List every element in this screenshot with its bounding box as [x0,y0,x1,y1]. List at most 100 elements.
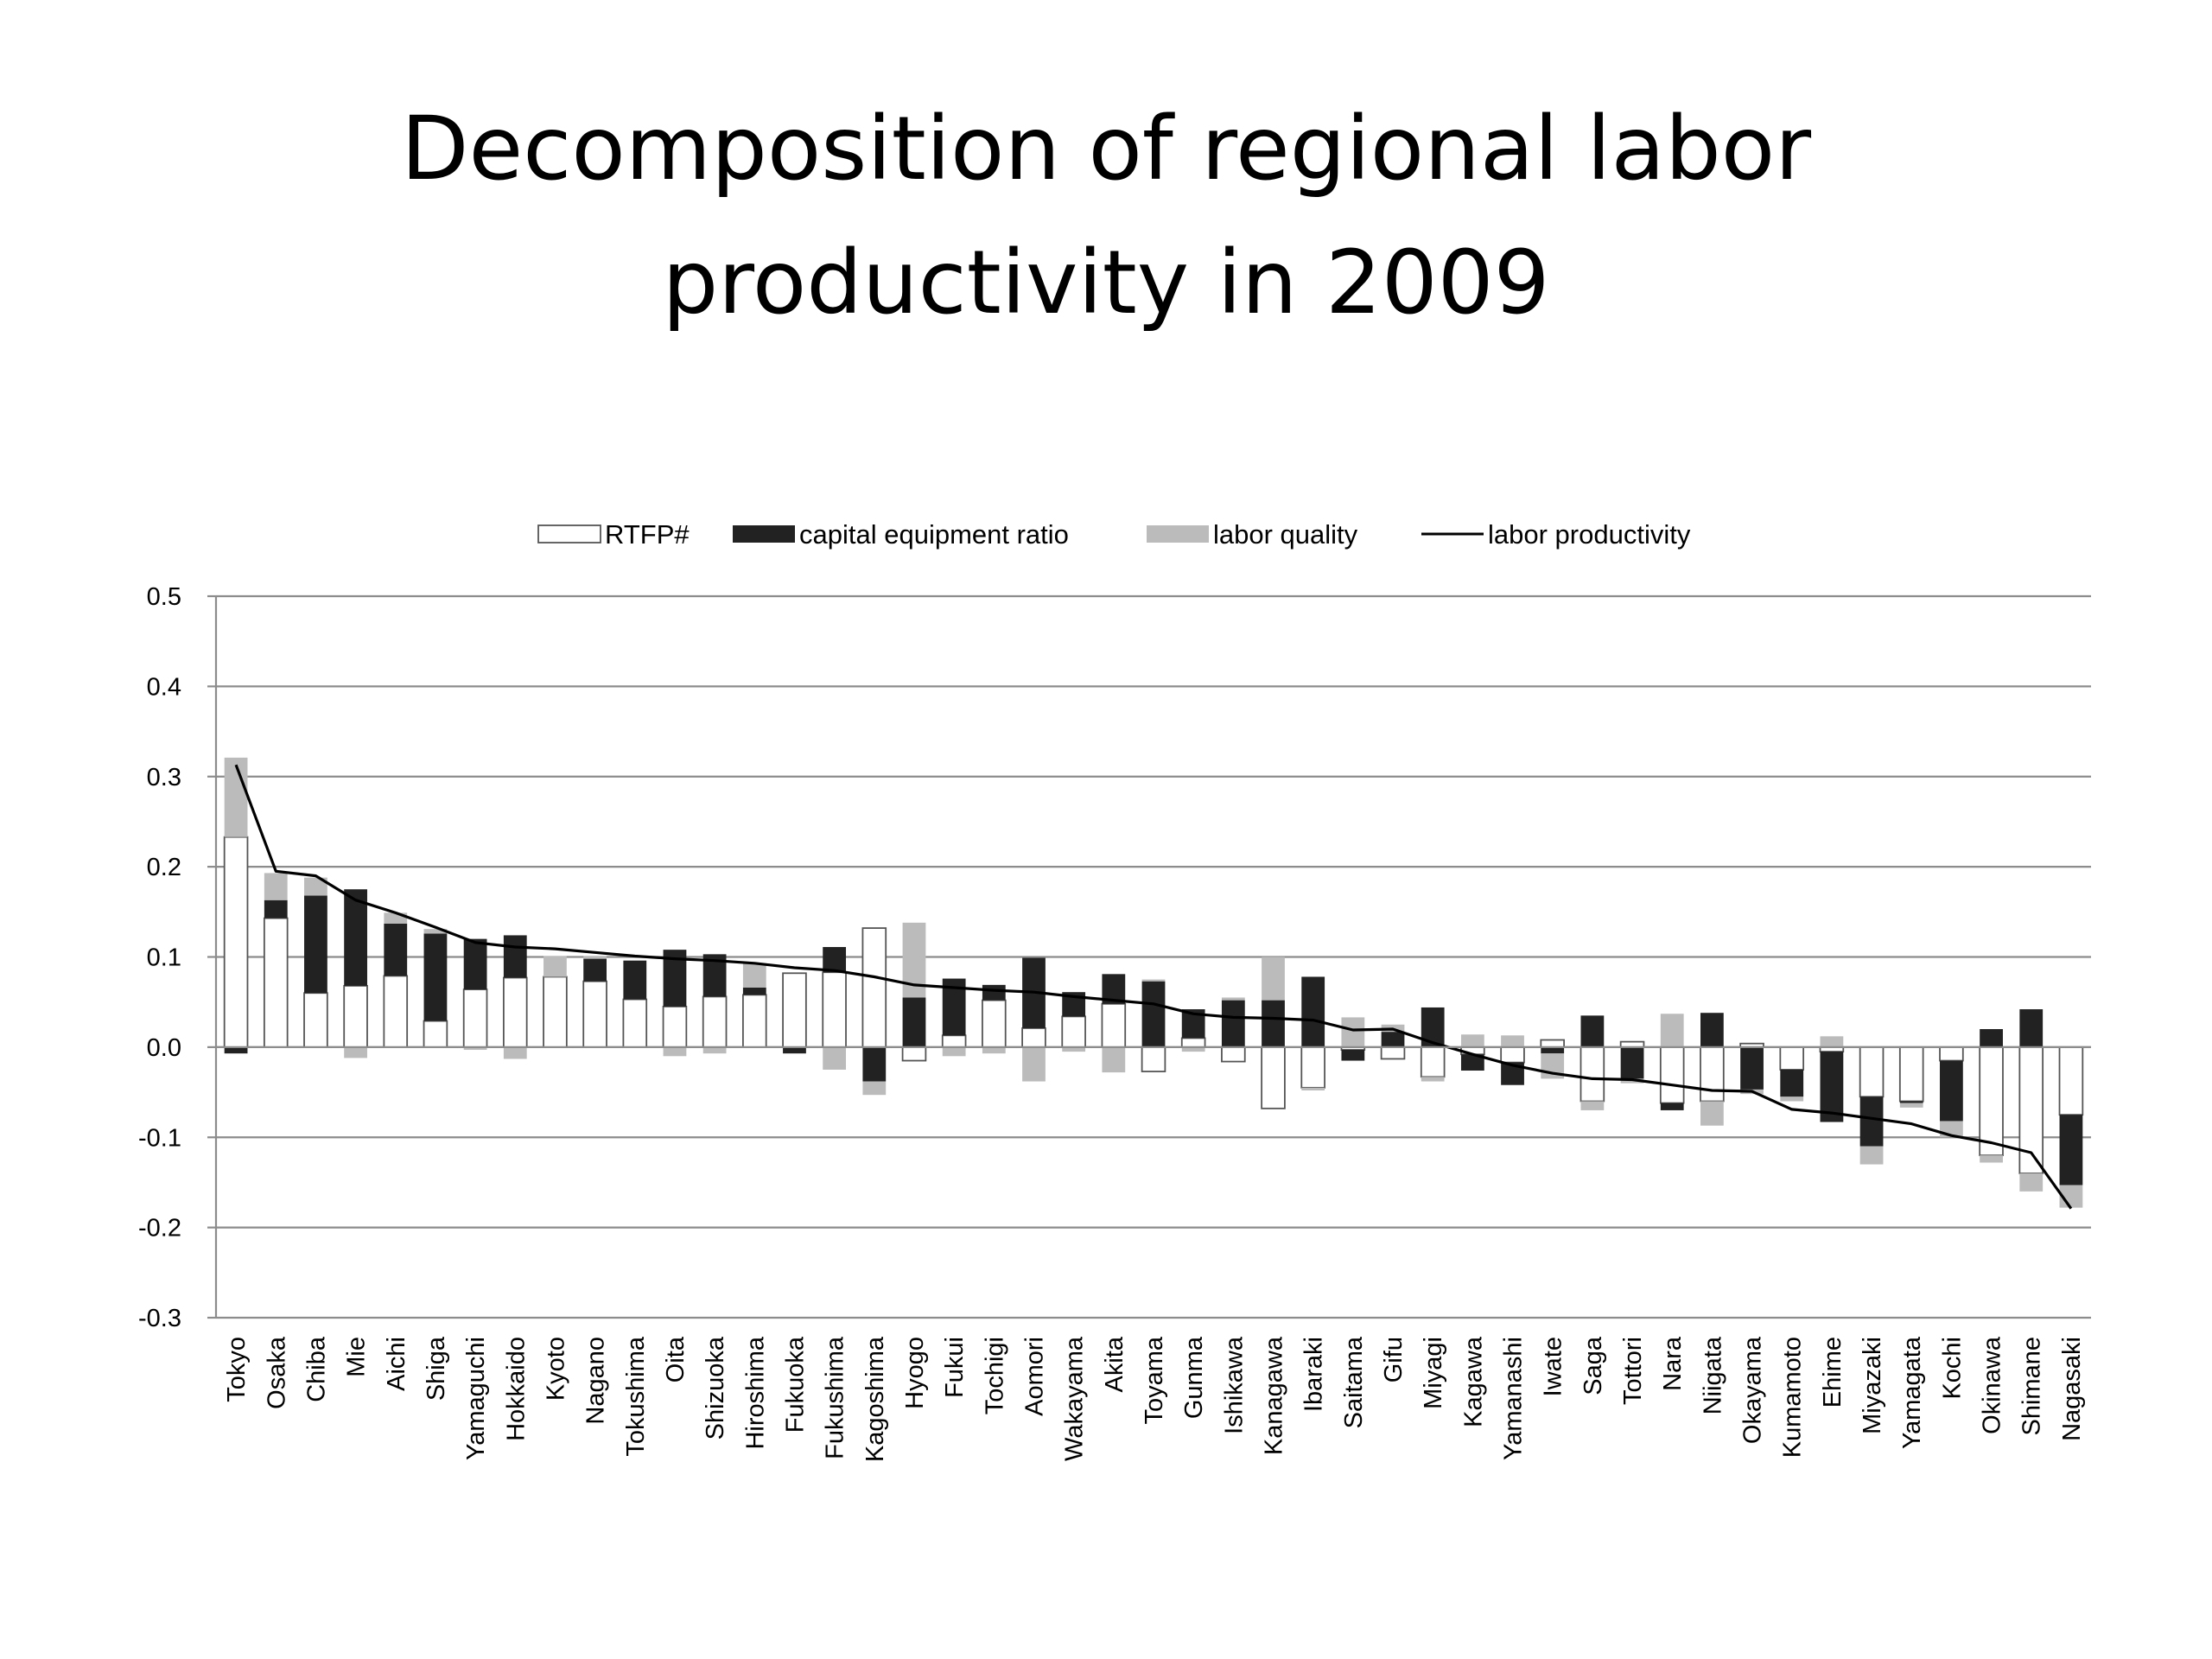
bar-labor-quality-kagoshima [862,1081,887,1096]
bar-rtfp-nagasaki [2058,1046,2084,1116]
bar-capital-equipment-ratio-saitama [1341,1050,1365,1061]
legend-swatch-capital-equipment-ratio [733,525,795,543]
bar-capital-equipment-ratio-okinawa [1980,1029,2003,1047]
x-tick-label-shizuoka: Shizuoka [702,1336,729,1440]
series-line-labor-productivity [234,764,2073,1210]
y-tick-label: 0.0 [147,1034,181,1062]
bar-capital-equipment-ratio-osaka [264,899,288,918]
bar-rtfp-akita [1101,1002,1127,1048]
bar-capital-equipment-ratio-ishikawa [1221,1000,1245,1047]
bar-labor-quality-ishikawa [1221,997,1245,1001]
bar-rtfp-ibaraki [1300,1046,1325,1089]
bar-capital-equipment-ratio-toyama [1141,981,1166,1047]
x-tick-label-aomori: Aomori [1020,1337,1048,1416]
bar-capital-equipment-ratio-gifu [1381,1032,1405,1047]
y-tick-label: 0.1 [147,944,181,972]
x-tick-label-kochi: Kochi [1938,1337,1966,1400]
bar-rtfp-tochigi [982,999,1007,1048]
x-tick-label-hiroshima: Hiroshima [741,1336,769,1449]
y-tick-label: 0.3 [147,764,181,791]
bar-capital-equipment-ratio-ibaraki [1301,976,1325,1047]
bar-rtfp-mie [343,985,368,1048]
slide-title: Decomposition of regional labor producti… [0,82,2212,350]
bar-labor-quality-shimane [2019,1173,2044,1192]
bar-rtfp-kochi [1939,1046,1964,1062]
bar-capital-equipment-ratio-tokyo [224,1046,248,1054]
bar-labor-quality-shiga [423,929,448,934]
x-tick-label-mie: Mie [343,1337,371,1377]
bar-capital-equipment-ratio-yamagata [1899,1101,1923,1103]
slide-title-line-2: productivity in 2009 [662,232,1550,334]
x-tick-label-miyagi: Miyagi [1420,1337,1447,1409]
bar-capital-equipment-ratio-hokkaido [503,935,527,978]
legend-swatch-rtfp [537,524,601,543]
x-tick-label-shimane: Shimane [2018,1337,2046,1435]
bar-rtfp-gifu [1380,1046,1406,1060]
bar-labor-quality-hokkaido [503,1046,527,1059]
x-tick-label-yamaguchi: Yamaguchi [462,1337,490,1460]
bar-capital-equipment-ratio-hiroshima [742,987,766,995]
bar-capital-equipment-ratio-tokushima [623,960,647,1000]
x-tick-label-gunma: Gunma [1180,1336,1208,1419]
bar-labor-quality-nara [1660,1014,1684,1047]
x-tick-label-nara: Nara [1659,1336,1687,1391]
x-tick-label-hyogo: Hyogo [901,1337,929,1409]
bar-labor-quality-yamagata [1899,1103,1923,1108]
bar-rtfp-nara [1659,1046,1685,1104]
bar-rtfp-hyogo [901,1046,927,1062]
x-tick-label-niigata: Niigata [1699,1336,1726,1414]
bar-rtfp-shizuoka [702,995,728,1048]
slide-title-line-1: Decomposition of regional labor [400,98,1812,200]
bar-capital-equipment-ratio-nara [1660,1103,1684,1110]
bar-rtfp-kumamoto [1779,1046,1805,1071]
y-tick-label: -0.1 [138,1124,181,1152]
bar-capital-equipment-ratio-okayama [1740,1046,1764,1090]
x-tick-label-kyoto: Kyoto [542,1337,569,1401]
x-tick-label-tochigi: Tochigi [981,1337,1008,1414]
bar-labor-quality-fukushima [823,1046,847,1070]
bar-rtfp-iwate [1540,1039,1565,1048]
x-tick-label-iwate: Iwate [1540,1337,1567,1396]
bar-rtfp-toyama [1141,1046,1166,1072]
y-tick-label: -0.3 [138,1305,181,1332]
bar-labor-quality-hiroshima [742,963,766,988]
x-tick-label-shiga: Shiga [423,1336,450,1401]
y-tick-label: -0.2 [138,1215,181,1243]
bar-labor-quality-miyazaki [1859,1146,1884,1165]
x-axis: Tokyo Osaka Chiba Mie Aichi Shiga Yamaguchi Hok… [216,1046,2091,1462]
bar-rtfp-kanagawa [1261,1046,1286,1109]
x-tick-label-chiba: Chiba [302,1336,330,1402]
bar-rtfp-kagoshima [861,927,887,1048]
x-tick-label-tokushima: Tokushima [622,1336,650,1456]
x-tick-label-ishikawa: Ishikawa [1220,1336,1248,1434]
x-tick-label-yamanashi: Yamanashi [1500,1337,1528,1460]
bar-labor-quality-saitama [1341,1017,1365,1047]
x-tick-label-okayama: Okayama [1739,1336,1767,1444]
bar-capital-equipment-ratio-niigata [1700,1013,1724,1047]
bar-capital-equipment-ratio-miyazaki [1859,1096,1884,1147]
bar-labor-quality-kyoto [543,956,567,977]
bar-labor-quality-ibaraki [1301,1087,1325,1090]
x-tick-label-kagoshima: Kagoshima [861,1336,889,1462]
bar-capital-equipment-ratio-tochigi [982,984,1006,1001]
bar-capital-equipment-ratio-yamaguchi [463,938,487,990]
bar-rtfp-miyagi [1420,1046,1446,1078]
bar-labor-quality-nagano [583,956,607,959]
bar-capital-equipment-ratio-kanagawa [1262,1000,1285,1047]
bar-rtfp-fukui [941,1034,967,1048]
bar-capital-equipment-ratio-nagano [583,958,607,982]
bar-rtfp-wakayama [1061,1015,1086,1048]
bar-rtfp-yamanashi [1500,1046,1525,1064]
bar-capital-equipment-ratio-hyogo [902,997,926,1047]
x-tick-label-gifu: Gifu [1380,1337,1408,1382]
bar-rtfp-shiga [423,1020,448,1048]
bar-rtfp-aichi [383,975,409,1048]
x-tick-label-okinawa: Okinawa [1979,1336,2006,1434]
bar-rtfp-okinawa [1979,1046,2004,1157]
bar-rtfp-yamaguchi [462,988,488,1048]
x-tick-label-nagasaki: Nagasaki [2058,1337,2086,1441]
bar-rtfp-kyoto [543,976,568,1048]
gridlines [216,594,2091,1319]
bar-rtfp-fukuoka [782,972,807,1048]
x-tick-label-wakayama: Wakayama [1061,1336,1089,1461]
